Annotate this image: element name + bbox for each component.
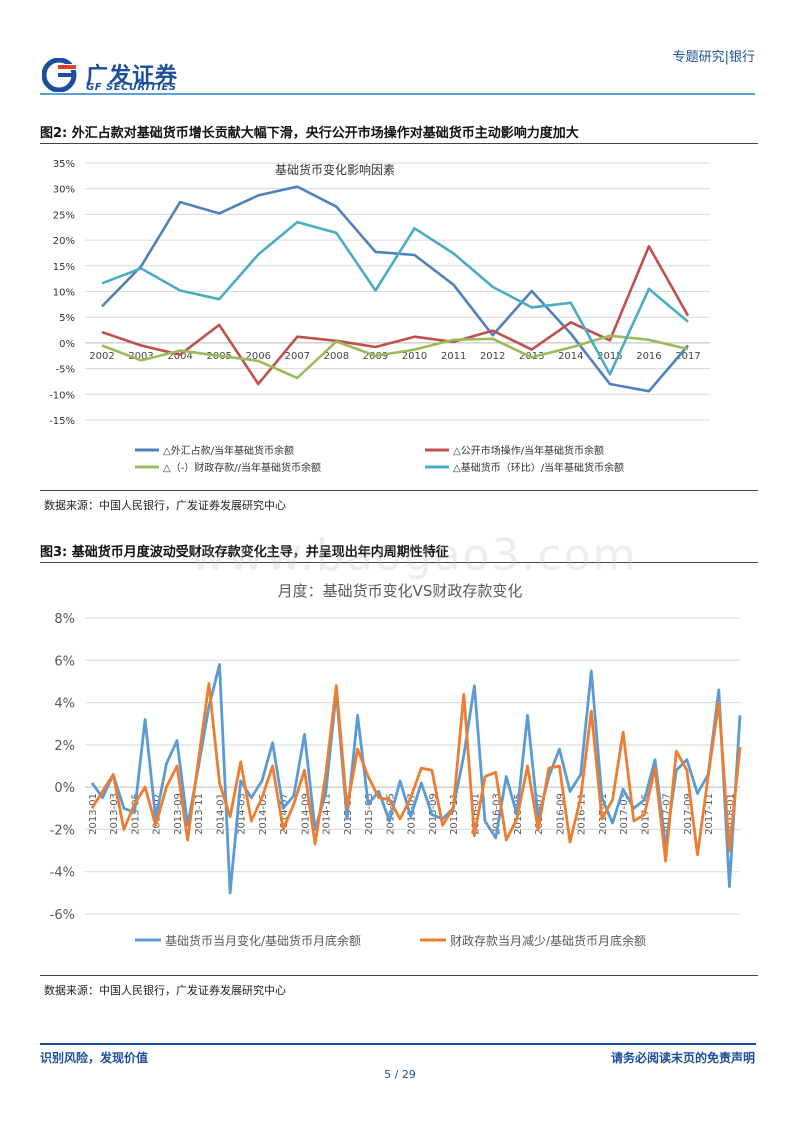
- figure2-bottom-rule: [40, 490, 758, 491]
- figure2-chart: 35% 30% 25% 20% 15% 10% 5% 0% -5% -10% -15% 2002 200…: [49, 159, 710, 474]
- x-tick-label: 2016-03: [492, 793, 503, 835]
- series-line: [101, 334, 689, 380]
- x-tick-label: 2015-11: [449, 793, 460, 835]
- series-line: [101, 220, 689, 376]
- y-tick-label: 8%: [54, 612, 75, 627]
- series-line: [90, 682, 742, 863]
- figure3-chart: 月度：基础货币变化VS财政存款变化 8% 6% 4% 2% 0% -2% -4% -6% 2013…: [50, 582, 742, 948]
- y-tick-label: 5%: [59, 313, 75, 324]
- gf-logo-icon: [42, 58, 78, 92]
- x-tick-label: 2017-11: [704, 793, 715, 835]
- y-tick-label: 4%: [54, 697, 75, 712]
- x-tick-label: 2014-11: [322, 793, 333, 835]
- y-tick-label: 25%: [53, 210, 75, 221]
- logo-english-name: GF SECURITIES: [86, 82, 177, 93]
- x-tick-label: 2014-03: [237, 793, 248, 835]
- x-tick-label: 2015-03: [364, 793, 375, 835]
- figure3-top-rule: [40, 562, 758, 563]
- figure3-bottom-rule: [40, 975, 758, 976]
- x-tick-label: 2016-01: [470, 793, 481, 835]
- x-tick-label: 2004: [167, 351, 192, 362]
- y-tick-label: -6%: [50, 908, 75, 923]
- x-tick-label: 2011: [441, 351, 466, 362]
- y-tick-label: -4%: [50, 866, 75, 881]
- x-tick-label: 2007: [285, 351, 310, 362]
- y-tick-label: 2%: [54, 739, 75, 754]
- series-line: [90, 663, 742, 895]
- y-tick-label: 35%: [53, 159, 75, 170]
- footer-slogan: 识别风险，发现价值: [40, 1051, 149, 1065]
- x-tick-label: 2015: [597, 351, 622, 362]
- x-tick-label: 2003: [128, 351, 153, 362]
- report-type-label: 专题研究|银行: [672, 50, 755, 65]
- figure3-caption: 图3: 基础货币月度波动受财政存款变化主导，并呈现出年内周期性特征: [40, 545, 449, 560]
- x-tick-label: 2002: [89, 351, 114, 362]
- figure2-top-rule: [40, 143, 758, 144]
- y-tick-label: -10%: [49, 390, 75, 401]
- series-line: [101, 245, 690, 386]
- y-tick-label: -15%: [49, 416, 75, 427]
- y-tick-label: 10%: [53, 288, 75, 299]
- y-tick-label: 0%: [54, 781, 75, 796]
- x-tick-label: 2013-05: [131, 793, 142, 835]
- x-tick-label: 2013-11: [194, 793, 205, 835]
- x-tick-label: 2013-09: [173, 793, 184, 835]
- footer-disclaimer: 请务必阅读末页的免责声明: [610, 1051, 755, 1065]
- x-tick-label: 2016-11: [577, 793, 588, 835]
- chart-title: 基础货币变化影响因素: [275, 162, 395, 177]
- footer-divider: [40, 1043, 756, 1045]
- page-number: 5 / 29: [384, 1068, 416, 1081]
- x-tick-label: 2017: [675, 351, 700, 362]
- figure3-source: 数据来源：中国人民银行，广发证券发展研究中心: [44, 984, 286, 997]
- series-line: [101, 185, 689, 393]
- legend-label: △公开市场操作/当年基础货币余额: [453, 444, 604, 457]
- legend-label: △基础货币（环比）/当年基础货币余额: [453, 461, 624, 474]
- watermark-text: www.baogao3.com: [190, 530, 638, 581]
- x-tick-label: 2018-01: [725, 793, 736, 835]
- x-tick-label: 2006: [246, 351, 271, 362]
- x-tick-label: 2016-09: [555, 793, 566, 835]
- x-tick-label: 2014-09: [301, 793, 312, 835]
- x-tick-label: 2010: [402, 351, 427, 362]
- x-tick-label: 2008: [324, 351, 349, 362]
- x-tick-label: 2017-09: [683, 793, 694, 835]
- y-tick-label: 6%: [54, 654, 75, 669]
- x-tick-label: 2016: [636, 351, 661, 362]
- legend-label: △外汇占款/当年基础货币余额: [163, 444, 294, 457]
- x-tick-label: 2014-07: [279, 793, 290, 835]
- x-tick-label: 2014-01: [216, 793, 227, 835]
- figure2-caption: 图2: 外汇占款对基础货币增长贡献大幅下滑，央行公开市场操作对基础货币主动影响力…: [40, 126, 579, 141]
- y-tick-label: 20%: [53, 236, 75, 247]
- x-tick-label: 2017-07: [662, 793, 673, 835]
- x-tick-label: 2013-01: [88, 793, 99, 835]
- y-tick-label: -5%: [56, 365, 75, 376]
- y-tick-label: 30%: [53, 185, 75, 196]
- y-tick-label: -2%: [50, 823, 75, 838]
- legend-label: △（-）财政存款//当年基础货币余额: [163, 461, 321, 474]
- x-tick-label: 2012: [480, 351, 505, 362]
- legend-label: 财政存款当月减少/基础货币月底余额: [450, 933, 646, 948]
- y-tick-label: 0%: [59, 339, 75, 350]
- header-divider: [40, 93, 755, 95]
- x-tick-label: 2014: [558, 351, 583, 362]
- y-tick-label: 15%: [53, 262, 75, 273]
- x-tick-label: 2014-05: [258, 793, 269, 835]
- x-tick-label: 2013-03: [109, 793, 120, 835]
- chart-title: 月度：基础货币变化VS财政存款变化: [278, 582, 523, 600]
- x-tick-label: 2017-03: [619, 793, 630, 835]
- logo-chinese-name: 广发证券: [86, 64, 179, 89]
- figure2-source: 数据来源：中国人民银行，广发证券发展研究中心: [44, 499, 286, 512]
- legend-label: 基础货币当月变化/基础货币月底余额: [165, 933, 361, 948]
